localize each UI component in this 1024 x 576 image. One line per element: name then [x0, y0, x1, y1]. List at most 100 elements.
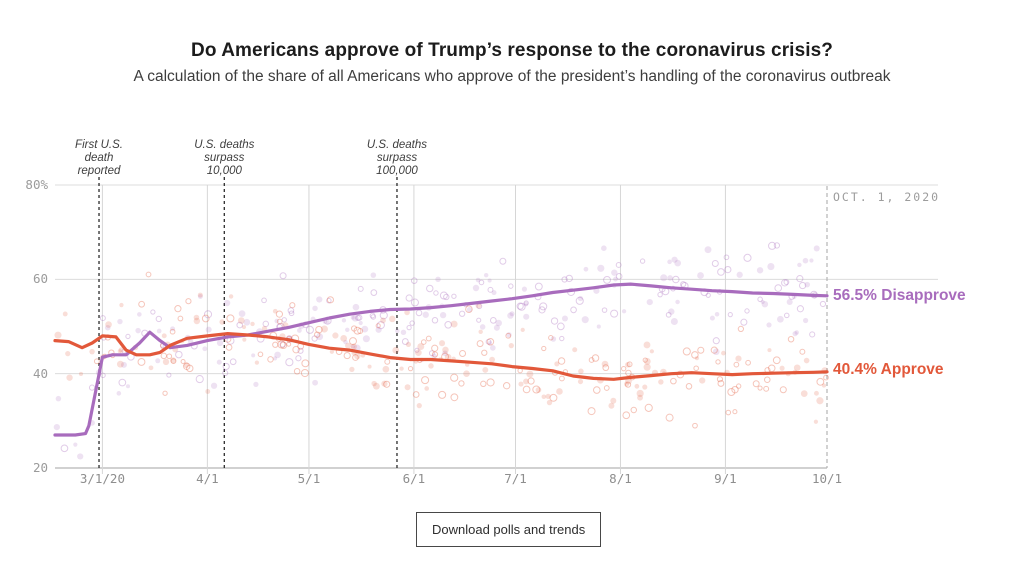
poll-dot-disapprove [727, 312, 733, 318]
poll-dot-disapprove [615, 262, 622, 268]
poll-dot-approve [110, 352, 116, 359]
poll-dot-disapprove [428, 350, 435, 357]
poll-dot-approve [489, 356, 496, 363]
poll-dot-approve [160, 342, 167, 350]
poll-dot-approve [764, 367, 771, 374]
poll-dot-approve [450, 393, 459, 402]
poll-dot-approve [545, 393, 551, 399]
poll-dot-approve [444, 353, 452, 361]
poll-dot-approve [735, 355, 742, 362]
poll-dot-disapprove [216, 359, 222, 365]
poll-dot-disapprove [433, 290, 439, 296]
poll-dot-approve [562, 369, 569, 375]
poll-dot-approve [205, 389, 211, 394]
poll-dot-disapprove [443, 293, 450, 301]
poll-dot-approve [389, 315, 396, 323]
poll-dot-disapprove [379, 311, 388, 320]
poll-dot-approve [293, 368, 301, 375]
poll-dot-disapprove [743, 253, 752, 262]
poll-dot-disapprove [323, 316, 332, 325]
poll-dot-disapprove [226, 336, 235, 345]
poll-dot-approve [523, 378, 530, 385]
poll-dot-approve [170, 358, 177, 364]
poll-dot-disapprove [809, 258, 814, 263]
poll-dot-disapprove [538, 306, 546, 314]
poll-dot-approve [763, 385, 770, 392]
poll-dot-disapprove [596, 324, 601, 329]
poll-dot-disapprove [355, 314, 361, 321]
poll-dot-disapprove [796, 275, 804, 283]
poll-dot-disapprove [274, 318, 280, 324]
poll-dot-approve [314, 331, 321, 338]
poll-dot-approve [297, 342, 305, 350]
poll-dot-approve [626, 361, 633, 368]
poll-dot-disapprove [439, 303, 445, 309]
poll-dot-approve [412, 391, 420, 398]
poll-dot-approve [93, 358, 100, 365]
poll-dot-approve [424, 386, 430, 391]
poll-dot-approve [486, 378, 495, 387]
poll-dot-disapprove [523, 301, 529, 307]
poll-dot-approve [301, 359, 310, 368]
poll-dot-disapprove [610, 309, 619, 318]
poll-dot-disapprove [660, 274, 668, 282]
poll-dot-disapprove [256, 328, 264, 336]
poll-dot-approve [275, 336, 282, 342]
poll-dot-disapprove [439, 311, 447, 319]
poll-dot-approve [277, 340, 286, 349]
poll-dot-approve [651, 369, 659, 376]
poll-dot-disapprove [709, 315, 715, 321]
poll-dot-disapprove [223, 299, 231, 307]
poll-dot-approve [349, 366, 355, 373]
poll-dot-approve [800, 390, 808, 397]
poll-dot-disapprove [170, 326, 176, 332]
poll-dot-approve [658, 379, 664, 385]
poll-dot-approve [420, 339, 427, 345]
poll-dot-approve [276, 318, 283, 325]
poll-dot-approve [431, 351, 439, 358]
poll-dot-disapprove [210, 382, 218, 389]
poll-dot-disapprove [781, 279, 789, 287]
poll-dot-approve [261, 325, 268, 332]
download-polls-button[interactable]: Download polls and trends [416, 512, 602, 547]
poll-dot-approve [438, 390, 447, 399]
poll-dot-disapprove [463, 302, 469, 308]
poll-dot-disapprove [253, 381, 259, 388]
poll-dot-approve [350, 325, 358, 332]
poll-dot-approve [360, 352, 366, 358]
poll-dot-approve [162, 390, 168, 396]
poll-dot-disapprove [326, 297, 332, 304]
poll-dot-disapprove [788, 293, 796, 300]
poll-dot-disapprove [670, 317, 678, 325]
poll-dot-disapprove [744, 308, 750, 314]
poll-dot-approve [349, 337, 357, 346]
poll-dot-approve [572, 347, 578, 353]
poll-dot-approve [694, 356, 700, 361]
poll-dot-approve [475, 302, 482, 309]
poll-dot-approve [732, 409, 738, 415]
poll-dot-approve [117, 349, 122, 354]
poll-dot-disapprove [475, 277, 481, 283]
poll-dot-disapprove [279, 272, 287, 280]
poll-dot-approve [792, 369, 798, 375]
poll-dot-approve [697, 346, 705, 354]
poll-dot-approve [275, 310, 284, 318]
poll-dot-disapprove [740, 318, 748, 326]
poll-dot-disapprove [88, 384, 96, 391]
poll-dot-approve [620, 365, 627, 372]
poll-dot-disapprove [409, 320, 415, 326]
poll-dot-approve [661, 371, 666, 376]
event-annotation-2: U.S. deaths surpass 100,000 [366, 139, 428, 177]
poll-dot-disapprove [479, 324, 486, 330]
x-tick-label-10/1: 10/1 [811, 471, 843, 486]
poll-dot-disapprove [435, 276, 441, 283]
poll-dot-approve [405, 341, 412, 348]
poll-dot-disapprove [521, 286, 528, 292]
poll-dot-approve [737, 325, 745, 333]
poll-dot-approve [643, 363, 651, 371]
poll-dot-disapprove [495, 319, 502, 327]
poll-dot-disapprove [316, 333, 324, 341]
poll-dot-approve [767, 364, 776, 373]
poll-dot-disapprove [285, 358, 294, 367]
y-tick-label-20: 20 [32, 460, 48, 475]
